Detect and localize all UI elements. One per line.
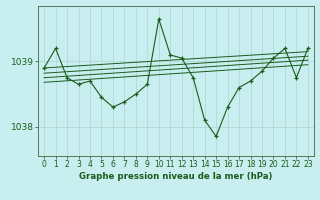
X-axis label: Graphe pression niveau de la mer (hPa): Graphe pression niveau de la mer (hPa) — [79, 172, 273, 181]
